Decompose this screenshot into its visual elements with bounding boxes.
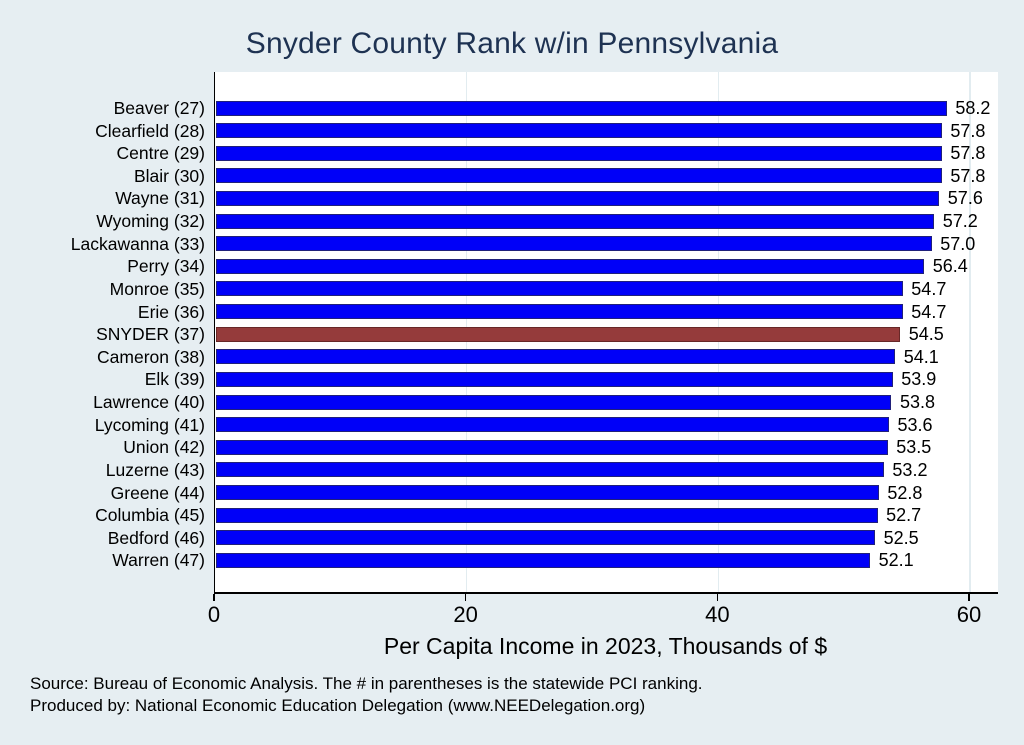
category-label: Elk (39) xyxy=(144,369,205,390)
bar xyxy=(215,349,896,365)
category-label: Wyoming (32) xyxy=(96,211,205,232)
category-label: Blair (30) xyxy=(134,165,205,186)
category-label: Columbia (45) xyxy=(95,505,205,526)
bar xyxy=(215,394,892,410)
value-label: 57.6 xyxy=(947,188,983,209)
value-label: 57.0 xyxy=(940,233,976,254)
bar xyxy=(215,190,940,206)
value-label: 58.2 xyxy=(955,98,991,118)
bar xyxy=(215,552,871,568)
bar xyxy=(215,530,876,546)
category-label: Bedford (46) xyxy=(107,527,205,548)
x-tick-label: 60 xyxy=(956,602,982,627)
bar xyxy=(215,417,889,433)
bar xyxy=(215,258,925,274)
value-label: 53.8 xyxy=(899,392,936,413)
bar xyxy=(215,371,893,387)
value-label: 57.8 xyxy=(950,165,986,186)
value-label: 57.8 xyxy=(950,143,986,164)
value-label: 53.2 xyxy=(892,459,928,480)
bar xyxy=(215,507,878,523)
value-label: 53.9 xyxy=(901,369,937,390)
value-label: 54.7 xyxy=(911,301,947,322)
bar xyxy=(215,236,932,252)
category-label: Wayne (31) xyxy=(115,188,205,209)
category-label: Warren (47) xyxy=(112,550,205,571)
value-label: 56.4 xyxy=(932,256,968,277)
value-label: 57.8 xyxy=(950,120,986,141)
x-tick-label: 40 xyxy=(705,602,730,627)
x-tick-mark xyxy=(213,594,215,601)
x-tick-mark xyxy=(968,594,970,601)
x-axis-title: Per Capita Income in 2023, Thousands of … xyxy=(383,633,828,659)
value-label: 52.5 xyxy=(883,527,919,548)
bar xyxy=(215,145,942,161)
category-label: Perry (34) xyxy=(127,256,205,277)
value-label: 53.6 xyxy=(897,414,933,435)
bar xyxy=(215,123,942,139)
grid-line xyxy=(969,72,971,592)
x-tick-label: 20 xyxy=(453,602,478,627)
x-tick-mark xyxy=(716,594,719,601)
value-label: 57.2 xyxy=(942,211,978,232)
category-label: Lawrence (40) xyxy=(93,392,205,413)
chart-footer: Source: Bureau of Economic Analysis. The… xyxy=(30,673,1010,717)
category-label: Union (42) xyxy=(123,437,205,458)
bar xyxy=(215,100,947,116)
category-label: Centre (29) xyxy=(116,143,205,164)
category-label: Clearfield (28) xyxy=(95,120,205,141)
value-label: 53.5 xyxy=(896,437,932,458)
category-label: Cameron (38) xyxy=(97,346,205,367)
produced-by-note: Produced by: National Economic Education… xyxy=(30,696,646,715)
category-label: Luzerne (43) xyxy=(105,459,205,480)
category-label: Beaver (27) xyxy=(113,98,205,118)
source-note: Source: Bureau of Economic Analysis. The… xyxy=(30,674,703,693)
x-tick-label: 0 xyxy=(207,602,221,627)
bar xyxy=(215,462,884,478)
category-label: Lackawanna (33) xyxy=(70,233,205,254)
value-label: 54.5 xyxy=(908,324,944,345)
category-label: Erie (36) xyxy=(137,301,205,322)
bar xyxy=(215,304,903,320)
category-label: Monroe (35) xyxy=(109,278,205,299)
value-label: 54.1 xyxy=(903,346,939,367)
bar xyxy=(215,485,879,501)
bar xyxy=(215,281,903,297)
bar-highlighted xyxy=(215,326,901,342)
chart-title: Snyder County Rank w/in Pennsylvania xyxy=(245,27,779,60)
value-label: 52.7 xyxy=(886,505,922,526)
x-tick-mark xyxy=(464,594,467,601)
value-label: 52.1 xyxy=(878,550,914,571)
bar xyxy=(215,168,942,184)
category-label: Lycoming (41) xyxy=(94,414,205,435)
value-label: 54.7 xyxy=(911,278,947,299)
value-label: 52.8 xyxy=(887,482,923,503)
bar xyxy=(215,439,888,455)
category-label: SNYDER (37) xyxy=(96,324,205,345)
category-label: Greene (44) xyxy=(110,482,205,503)
bar xyxy=(215,213,935,229)
